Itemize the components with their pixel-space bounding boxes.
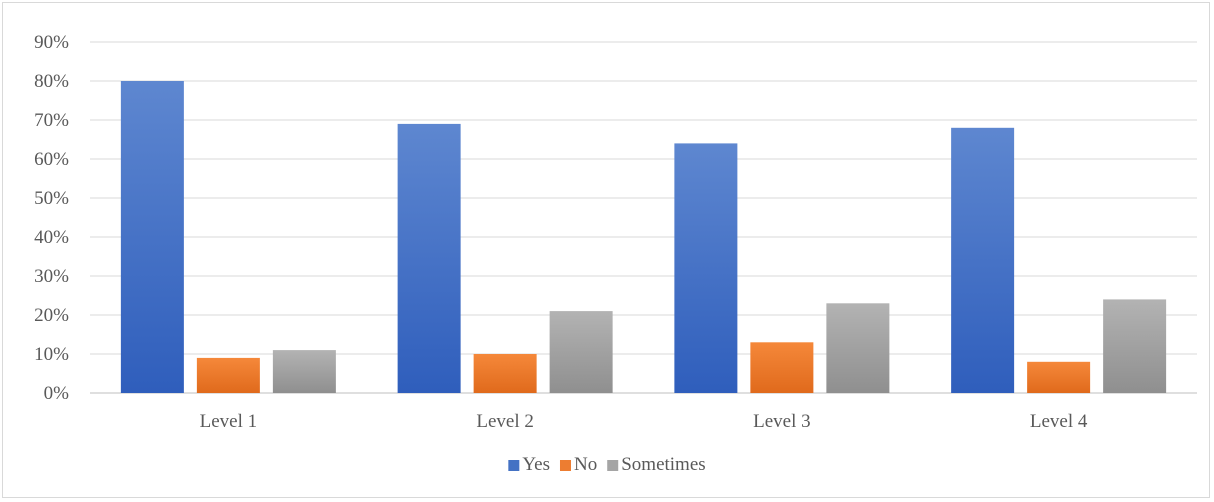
x-axis-tick-labels: Level 1 Level 2 Level 3 Level 4 bbox=[200, 411, 1088, 432]
bar-yes-level-4 bbox=[951, 127, 1015, 394]
legend-item-no: No bbox=[559, 454, 597, 475]
bar-sometimes-level-1 bbox=[272, 350, 336, 393]
bar-sometimes-level-4 bbox=[1103, 299, 1167, 393]
legend-swatch bbox=[559, 460, 571, 471]
bar-sometimes-level-2 bbox=[549, 311, 613, 393]
legend-swatch bbox=[607, 460, 619, 471]
bar-no-level-3 bbox=[750, 342, 814, 393]
legend-label: Sometimes bbox=[621, 454, 705, 475]
bars bbox=[120, 81, 1167, 394]
bar-yes-level-2 bbox=[397, 123, 461, 394]
y-tick-label: 40% bbox=[34, 227, 69, 248]
bar-no-level-1 bbox=[196, 357, 260, 393]
y-tick-label: 60% bbox=[34, 149, 69, 170]
legend: Yes No Sometimes bbox=[508, 454, 706, 475]
bar-yes-level-1 bbox=[120, 81, 184, 393]
bar-no-level-4 bbox=[1027, 361, 1091, 393]
legend-item-sometimes: Sometimes bbox=[607, 454, 706, 475]
bar-yes-level-3 bbox=[674, 143, 738, 393]
y-tick-label: 20% bbox=[34, 305, 69, 326]
legend-swatch bbox=[508, 460, 520, 471]
y-tick-label: 70% bbox=[34, 110, 69, 131]
legend-item-yes: Yes bbox=[508, 454, 550, 475]
bar-sometimes-level-3 bbox=[826, 303, 890, 393]
y-tick-label: 80% bbox=[34, 71, 69, 92]
y-axis-tick-labels: 0% 10% 20% 30% 40% 50% 60% 70% 80% 90% bbox=[34, 32, 69, 404]
legend-label: No bbox=[574, 454, 597, 475]
y-tick-label: 30% bbox=[34, 266, 69, 287]
gridlines bbox=[90, 41, 1197, 394]
x-tick-label: Level 4 bbox=[1030, 411, 1088, 432]
y-tick-label: 50% bbox=[34, 188, 69, 209]
y-tick-label: 90% bbox=[34, 32, 69, 53]
y-tick-label: 0% bbox=[44, 383, 70, 404]
legend-label: Yes bbox=[522, 454, 550, 475]
bar-no-level-2 bbox=[473, 354, 537, 393]
x-tick-label: Level 3 bbox=[753, 411, 811, 432]
x-tick-label: Level 2 bbox=[476, 411, 534, 432]
x-tick-label: Level 1 bbox=[200, 411, 258, 432]
y-tick-label: 10% bbox=[34, 344, 69, 365]
